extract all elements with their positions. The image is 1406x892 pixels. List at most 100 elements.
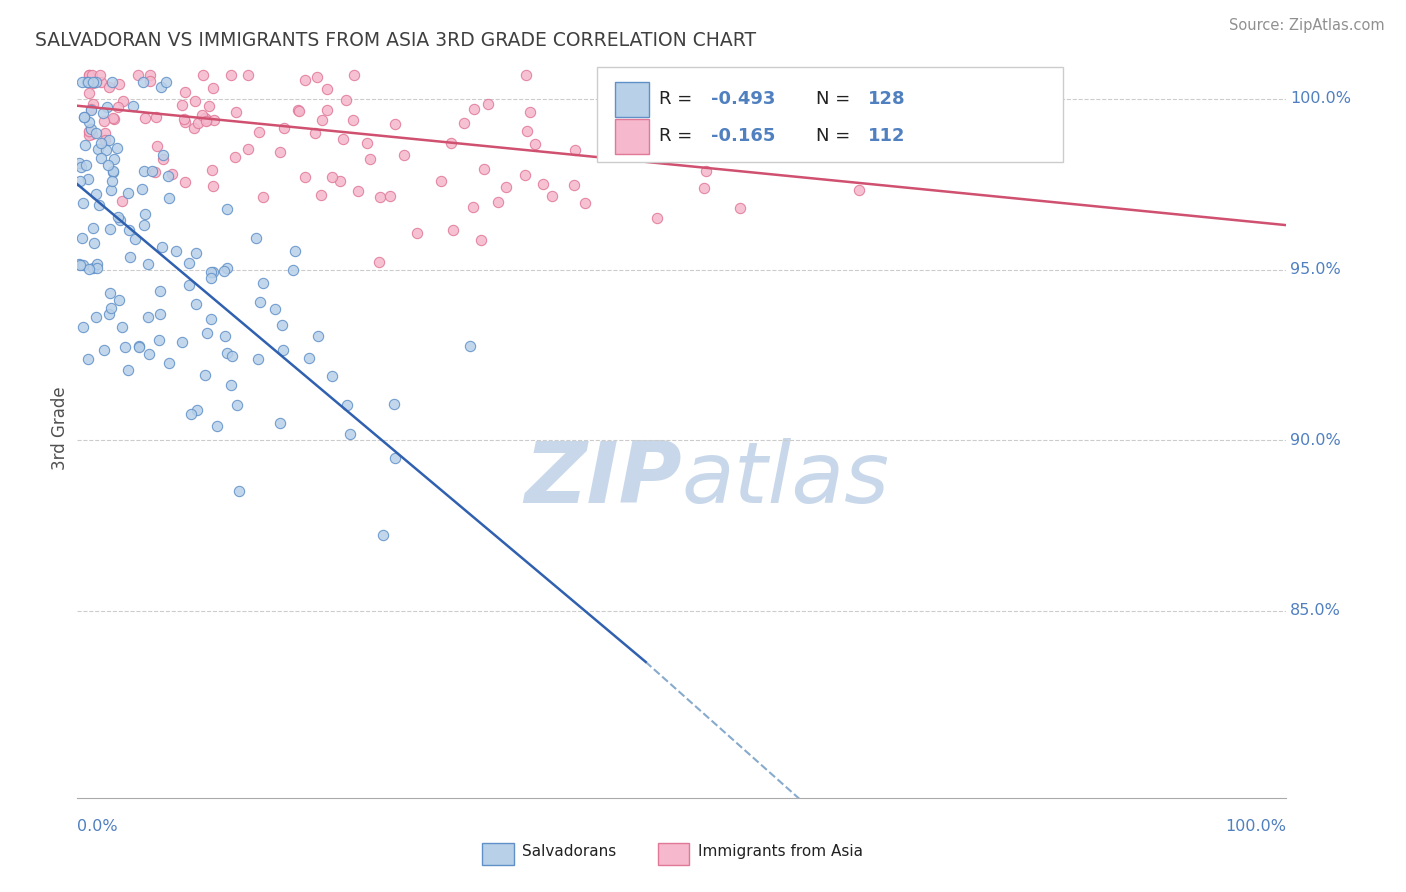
Point (848, 183, 870, 197)
Point (180, 407, 202, 421)
Point (347, 185, 370, 199)
Point (90, 136, 112, 150)
Point (173, 85, 195, 99)
Point (202, 179, 225, 194)
Point (70, 75, 93, 89)
Point (658, 89, 681, 103)
Point (145, 110, 167, 124)
Point (79, 87, 101, 101)
Point (86, 142, 108, 156)
Point (370, 190, 392, 204)
Point (463, 102, 485, 116)
FancyBboxPatch shape (658, 843, 689, 865)
Point (321, 169, 343, 184)
Point (80, 102, 103, 116)
Point (321, 368, 343, 383)
FancyBboxPatch shape (598, 67, 1063, 161)
Point (165, 244, 187, 258)
Point (336, 398, 359, 412)
Point (82, 127, 104, 141)
Point (371, 528, 394, 542)
Point (83, 236, 105, 251)
Point (315, 103, 337, 118)
Point (67, 257, 90, 271)
Point (79, 124, 101, 138)
Point (221, 349, 243, 363)
Point (124, 232, 146, 246)
Point (145, 138, 167, 153)
Point (111, 194, 134, 208)
Point (460, 339, 482, 353)
Point (162, 167, 184, 181)
Point (541, 189, 564, 203)
Point (73, 137, 96, 152)
Point (77, 262, 100, 277)
Point (645, 211, 668, 226)
Point (430, 173, 453, 187)
Point (80, 68, 103, 82)
Point (439, 136, 461, 151)
Point (131, 181, 153, 195)
Point (84, 310, 107, 324)
Point (236, 142, 259, 156)
Point (531, 177, 554, 191)
Point (177, 277, 200, 292)
Point (311, 113, 333, 128)
Point (100, 301, 122, 315)
Point (134, 111, 156, 125)
Point (101, 164, 124, 178)
Point (238, 68, 260, 82)
Text: ZIP: ZIP (524, 439, 682, 522)
Point (246, 352, 269, 367)
Point (79, 68, 101, 82)
Point (486, 195, 509, 210)
Text: Immigrants from Asia: Immigrants from Asia (697, 844, 863, 859)
Point (107, 293, 129, 307)
Point (335, 93, 357, 107)
Point (574, 196, 596, 211)
Point (121, 99, 143, 113)
Text: -0.165: -0.165 (711, 127, 775, 145)
Point (97, 158, 120, 172)
Point (139, 68, 162, 82)
Point (107, 210, 129, 224)
Point (114, 340, 136, 354)
Point (86, 257, 108, 271)
Point (200, 163, 222, 178)
Point (516, 124, 538, 138)
Point (82, 261, 104, 276)
Point (297, 351, 319, 365)
Point (76, 75, 98, 89)
Point (187, 116, 209, 130)
Point (273, 121, 295, 136)
Point (73, 110, 96, 124)
Point (443, 223, 465, 237)
Point (184, 95, 207, 109)
Text: 85.0%: 85.0% (1291, 603, 1341, 618)
Point (202, 112, 225, 127)
Point (69, 174, 91, 188)
Point (157, 169, 180, 183)
Point (69, 160, 91, 174)
Point (284, 244, 307, 259)
Point (143, 165, 166, 179)
Point (105, 141, 128, 155)
Point (148, 334, 170, 348)
Point (73, 110, 96, 124)
Point (84, 126, 107, 140)
Point (149, 284, 172, 298)
Point (219, 68, 242, 82)
Point (118, 250, 141, 264)
Point (96, 99, 118, 113)
Point (405, 226, 427, 240)
Text: 112: 112 (868, 127, 905, 145)
Point (186, 403, 208, 417)
Point (170, 334, 193, 349)
Point (98, 286, 121, 301)
Point (173, 115, 195, 129)
Point (103, 112, 125, 127)
Point (269, 145, 291, 160)
FancyBboxPatch shape (482, 843, 513, 865)
Point (252, 276, 274, 290)
Point (128, 340, 150, 354)
